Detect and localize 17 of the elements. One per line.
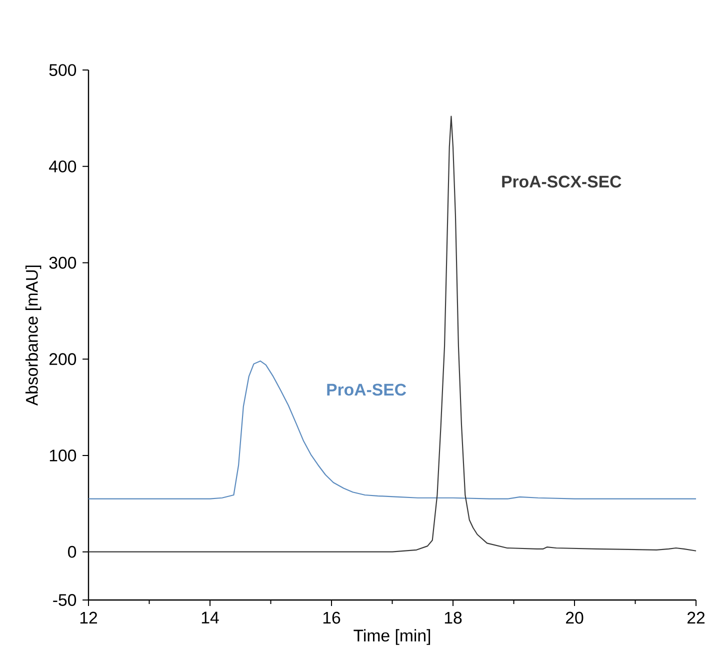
y-tick-label: 300 (49, 256, 76, 268)
y-tick-label: 400 (49, 160, 76, 172)
y-axis-title: Absorbance [mAU] (25, 265, 42, 406)
text: ProA-SCX-SEC (502, 175, 622, 188)
y-tick-label: 200 (49, 352, 76, 365)
x-tick-label: 14 (202, 612, 219, 624)
x-tick-label: 22 (688, 612, 705, 624)
y-tick-label: 500 (49, 64, 76, 76)
x-tick-label: 16 (323, 612, 340, 624)
x-axis-title: Time [min] (354, 628, 430, 645)
x-tick-label: 12 (80, 612, 98, 624)
x-tick-label: 18 (444, 612, 462, 624)
x-tick-label: 20 (566, 612, 584, 624)
y-tick-label: 100 (50, 449, 76, 462)
y-tick-label: -50 (53, 594, 76, 606)
text: ProA-SEC (327, 383, 406, 396)
y-tick-label: 0 (68, 546, 76, 558)
